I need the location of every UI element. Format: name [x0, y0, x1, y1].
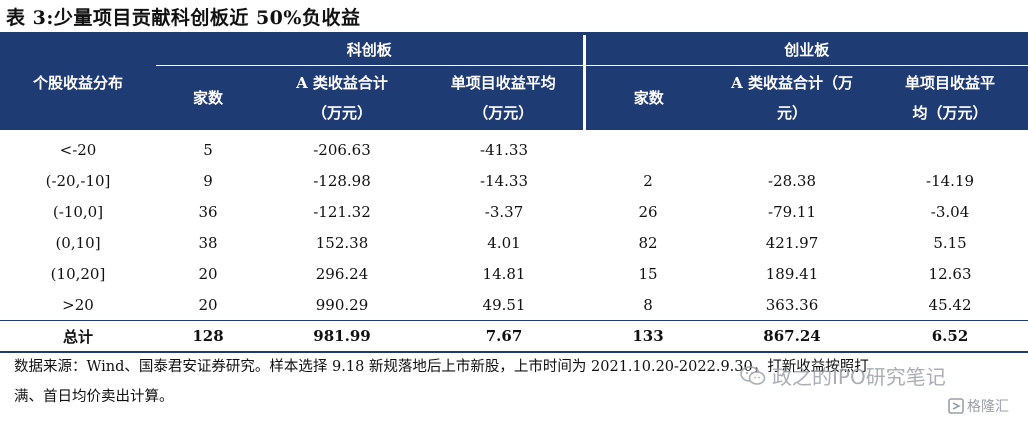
- cell-cyb-total: 421.97: [765, 233, 819, 252]
- returns-table: 个股收益分布 科创板 创业板 家数 A 类收益合计 （万元） 单项目收益平均 （…: [0, 35, 1028, 353]
- cell-kcb-count: 9: [203, 171, 213, 190]
- table-row: (0,10] 38 152.38 4.01 82 421.97 5.15: [0, 227, 1028, 258]
- wechat-icon: [740, 365, 766, 385]
- cell-range: (-20,-10]: [45, 171, 111, 190]
- header-row-label: 个股收益分布: [0, 35, 156, 130]
- cell-cyb-count: 26: [638, 202, 658, 221]
- cell-cyb-count: 2: [643, 171, 653, 190]
- table-row: <-20 5 -206.63 -41.33: [0, 130, 1028, 165]
- cell-range: 总计: [0, 320, 156, 353]
- logo-text: 格隆汇: [967, 399, 1009, 415]
- gelonghui-logo-icon: [948, 398, 964, 414]
- cell-kcb-avg: 49.51: [482, 295, 526, 314]
- cell-cyb-avg: 12.63: [928, 264, 972, 283]
- cell-range: <-20: [59, 140, 97, 159]
- cell-kcb-total: 296.24: [315, 264, 369, 283]
- header-cyb-count: 家数: [582, 65, 713, 130]
- cell-cyb-avg: [872, 130, 1028, 165]
- header-kcb-avg: 单项目收益平均 （万元）: [424, 65, 585, 130]
- cell-range: (0,10]: [55, 233, 101, 252]
- cell-cyb-count: 82: [638, 233, 658, 252]
- source-note: 数据来源：Wind、国泰君安证券研究。样本选择 9.18 新规落地后上市新股，上…: [14, 352, 1014, 412]
- table-row: (-20,-10] 9 -128.98 -14.33 2 -28.38 -14.…: [0, 165, 1028, 196]
- cell-kcb-total: -206.63: [313, 140, 371, 159]
- header-cyb-total: A 类收益合计（万 元）: [712, 65, 873, 130]
- watermark-text: 政之的IPO研究笔记: [772, 365, 946, 389]
- cell-kcb-count: 5: [203, 140, 213, 159]
- cell-kcb-avg: 4.01: [487, 233, 521, 252]
- header-kcb-total: A 类收益合计 （万元）: [260, 65, 424, 130]
- cell-kcb-count: 20: [198, 264, 218, 283]
- title-rule: [0, 32, 1028, 35]
- total-row: 总计 128 981.99 7.67 133 867.24 6.52: [0, 320, 1028, 353]
- cell-cyb-avg: -3.04: [930, 202, 970, 221]
- cell-kcb-total: 152.38: [315, 233, 369, 252]
- cell-kcb-avg: -3.37: [484, 202, 524, 221]
- watermark: 政之的IPO研究笔记: [740, 361, 946, 390]
- header-kcb-count: 家数: [156, 65, 260, 130]
- cell-kcb-avg: -41.33: [480, 140, 529, 159]
- cell-kcb-avg: -14.33: [480, 171, 529, 190]
- cell-cyb-avg: -14.19: [926, 171, 975, 190]
- cell-kcb-total: -128.98: [313, 171, 371, 190]
- header-group-cyb: 创业板: [582, 35, 1028, 66]
- table-row: (-10,0] 36 -121.32 -3.37 26 -79.11 -3.04: [0, 196, 1028, 227]
- table-row: (10,20] 20 296.24 14.81 15 189.41 12.63: [0, 258, 1028, 289]
- cell-kcb-count: 20: [198, 295, 218, 314]
- cell-kcb-count: 36: [198, 202, 218, 221]
- cell-kcb-total: 981.99: [260, 320, 424, 353]
- cell-cyb-total: 867.24: [712, 320, 873, 353]
- cell-cyb-total: 189.41: [765, 264, 819, 283]
- table-row: >20 20 990.29 49.51 8 363.36 45.42: [0, 289, 1028, 321]
- cell-range: (10,20]: [50, 264, 106, 283]
- cell-cyb-avg: 45.42: [928, 295, 972, 314]
- table-title: 表 3:少量项目贡献科创板近 50%负收益: [6, 7, 361, 29]
- cell-range: (-10,0]: [52, 202, 104, 221]
- cell-kcb-total: 990.29: [315, 295, 369, 314]
- cell-cyb-count: [584, 130, 712, 165]
- cell-kcb-count: 128: [156, 320, 260, 353]
- cell-cyb-count: 133: [584, 320, 713, 353]
- cell-kcb-avg: 14.81: [482, 264, 526, 283]
- source-line-2: 满、首日均价卖出计算。: [14, 389, 174, 405]
- source-line-1: 数据来源：Wind、国泰君安证券研究。样本选择 9.18 新规落地后上市新股，上…: [14, 359, 869, 375]
- cell-cyb-count: 8: [643, 295, 653, 314]
- cell-cyb-avg: 6.52: [872, 320, 1028, 353]
- cell-kcb-total: -121.32: [313, 202, 371, 221]
- cell-kcb-count: 38: [198, 233, 218, 252]
- header-cyb-avg: 单项目收益平 均（万元）: [872, 65, 1028, 130]
- cell-cyb-total: [712, 130, 872, 165]
- header-group-kcb: 科创板: [156, 35, 585, 66]
- cell-cyb-avg: 5.15: [933, 233, 967, 252]
- site-logo: 格隆汇: [948, 396, 1009, 416]
- cell-cyb-total: -28.38: [768, 171, 817, 190]
- cell-cyb-total: 363.36: [765, 295, 819, 314]
- cell-range: >20: [62, 295, 94, 314]
- cell-kcb-avg: 7.67: [424, 320, 585, 353]
- cell-cyb-total: -79.11: [768, 202, 817, 221]
- cell-cyb-count: 15: [638, 264, 658, 283]
